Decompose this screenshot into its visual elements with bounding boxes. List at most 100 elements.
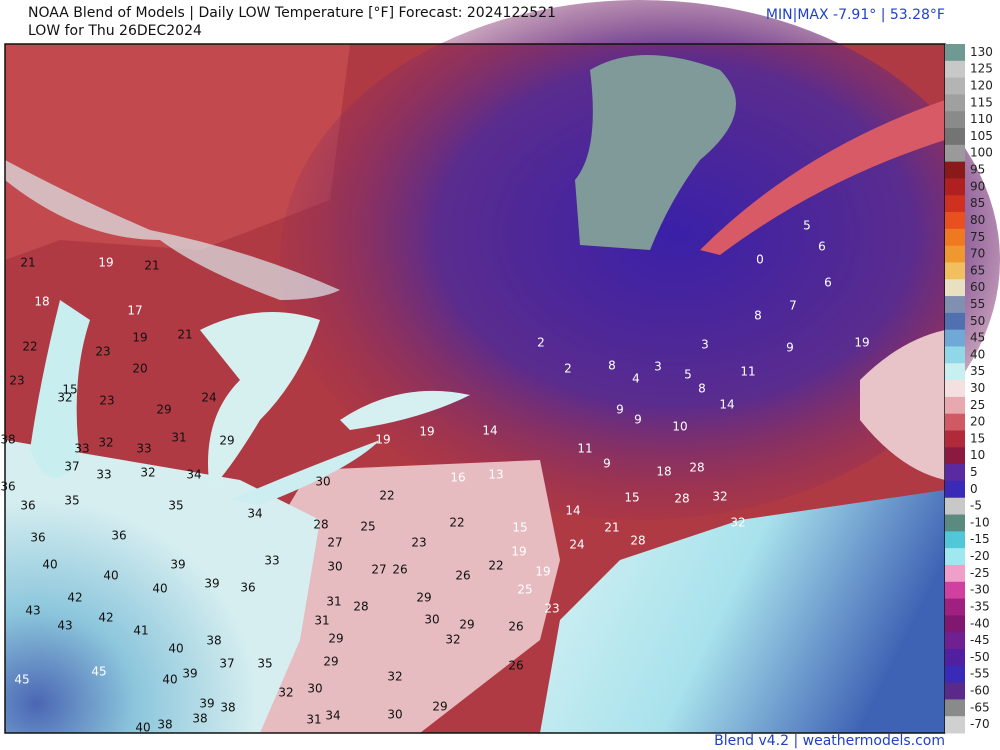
colorbar-swatch (945, 699, 965, 717)
colorbar-swatch (945, 279, 965, 297)
colorbar-swatch (945, 262, 965, 280)
station-value: 34 (325, 709, 340, 723)
station-value: 25 (360, 520, 375, 534)
station-value: 23 (95, 345, 110, 359)
cold-west (5, 440, 320, 733)
station-value: 3 (701, 338, 709, 352)
colorbar-swatch (945, 312, 965, 331)
colorbar-label: 45 (970, 331, 985, 345)
station-value: 29 (416, 591, 431, 605)
colorbar-swatch (945, 464, 965, 482)
colorbar-label: 5 (970, 465, 978, 479)
station-value: 33 (136, 442, 151, 456)
colorbar-swatch (945, 548, 965, 566)
colorbar-label: -55 (970, 667, 990, 681)
colorbar-swatch (945, 228, 965, 247)
station-value: 40 (42, 558, 57, 572)
station-value: 34 (247, 507, 262, 521)
colorbar-swatch (945, 514, 965, 532)
station-value: 28 (353, 600, 368, 614)
station-value: 2 (564, 362, 572, 376)
station-value: 11 (740, 365, 755, 379)
station-value: 10 (672, 420, 687, 434)
station-value: 41 (133, 624, 148, 638)
station-value: 36 (0, 480, 15, 494)
station-value: 28 (689, 461, 704, 475)
station-value: 43 (57, 619, 72, 633)
lake-superior (5, 160, 340, 300)
colorbar-label: -70 (970, 717, 990, 731)
colorbar-swatch (945, 396, 965, 415)
colorbar-label: -45 (970, 633, 990, 647)
station-value: 13 (488, 468, 503, 482)
station-value: 32 (98, 436, 113, 450)
station-value: 2 (537, 336, 545, 350)
colorbar-label: 110 (970, 112, 993, 126)
station-value: 9 (634, 413, 642, 427)
colorbar-swatch (945, 682, 965, 700)
station-value: 32 (712, 490, 727, 504)
station-value: 26 (508, 620, 523, 634)
colorbar: 1301251201151101051009590858075706560555… (945, 44, 993, 734)
station-value: 5 (803, 219, 811, 233)
station-value: 8 (698, 382, 706, 396)
map (4, 0, 1000, 734)
colorbar-label: 10 (970, 448, 985, 462)
station-value: 39 (199, 697, 214, 711)
station-value: 8 (608, 359, 616, 373)
station-value: 5 (684, 368, 692, 382)
colorbar-label: -60 (970, 683, 990, 697)
colorbar-label: 35 (970, 364, 985, 378)
station-value: 28 (630, 534, 645, 548)
station-value: 19 (375, 433, 390, 447)
colorbar-label: 85 (970, 196, 985, 210)
station-value: 30 (307, 682, 322, 696)
colorbar-swatch (945, 447, 965, 465)
colorbar-label: -50 (970, 650, 990, 664)
colorbar-swatch (945, 665, 965, 684)
station-value: 14 (482, 424, 497, 438)
colorbar-swatch (945, 128, 965, 146)
station-value: 23 (544, 602, 559, 616)
station-value: 32 (445, 633, 460, 647)
warm-band (700, 100, 945, 255)
station-value: 27 (327, 536, 342, 550)
station-value: 24 (201, 391, 216, 405)
station-value: 36 (240, 581, 255, 595)
colorbar-label: 40 (970, 347, 985, 361)
station-value: 30 (315, 475, 330, 489)
lake-erie (230, 440, 380, 505)
coastal-water (860, 330, 945, 480)
station-value: 39 (170, 558, 185, 572)
coldest-patch (575, 55, 736, 250)
title: NOAA Blend of Models | Daily LOW Tempera… (28, 5, 556, 21)
colorbar-label: 20 (970, 415, 985, 429)
station-value: 21 (177, 328, 192, 342)
station-value: 24 (569, 538, 584, 552)
station-value: 0 (756, 253, 764, 267)
colorbar-swatch (945, 380, 965, 398)
colorbar-swatch (945, 77, 965, 95)
colorbar-swatch (945, 44, 965, 62)
station-value: 29 (328, 632, 343, 646)
station-value: 29 (219, 434, 234, 448)
colorbar-swatch (945, 144, 965, 163)
colorbar-label: -20 (970, 549, 990, 563)
colorbar-label: 25 (970, 398, 985, 412)
colorbar-label: -10 (970, 515, 990, 529)
colorbar-swatch (945, 111, 965, 129)
station-value: 29 (323, 655, 338, 669)
station-value: 22 (379, 489, 394, 503)
station-value: 29 (432, 700, 447, 714)
colorbar-label: 15 (970, 431, 985, 445)
colorbar-label: 70 (970, 247, 985, 261)
station-value: 38 (0, 433, 15, 447)
station-value: 9 (616, 403, 624, 417)
station-value: 34 (186, 468, 201, 482)
station-value: 20 (132, 362, 147, 376)
station-value: 39 (204, 577, 219, 591)
station-value: 38 (220, 701, 235, 715)
station-value: 38 (192, 712, 207, 726)
colorbar-label: 100 (970, 146, 993, 160)
